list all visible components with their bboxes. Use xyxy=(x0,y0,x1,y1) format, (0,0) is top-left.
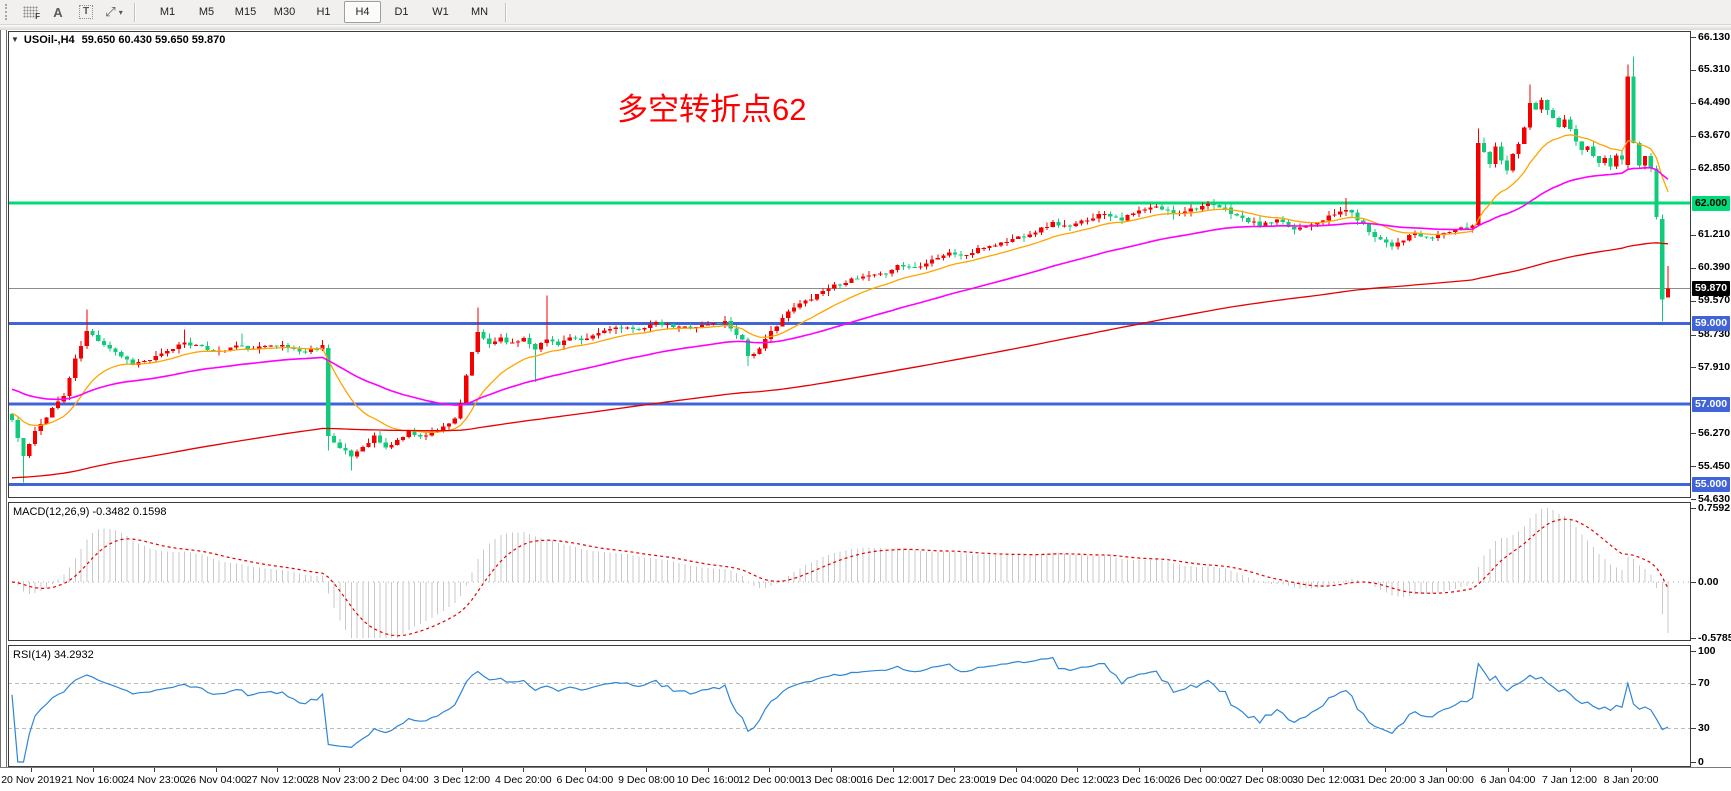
timeframe-button-M5[interactable]: M5 xyxy=(198,6,215,18)
symbol-ohlc-values: 59.650 60.430 59.650 59.870 xyxy=(81,34,226,46)
timeframe-button-D1[interactable]: D1 xyxy=(394,6,409,18)
timeframe-button-M15[interactable]: M15 xyxy=(234,6,257,18)
toolbar-grip[interactable] xyxy=(5,4,12,20)
fibo-grid-icon xyxy=(22,6,38,18)
left-window-border xyxy=(0,30,7,791)
arrows-tool-button[interactable]: ⤢ ▾ xyxy=(101,1,127,23)
timeframe-button-H1[interactable]: H1 xyxy=(316,6,331,18)
text-label-tool-button[interactable]: A xyxy=(45,1,71,23)
time-axis[interactable] xyxy=(0,767,1731,791)
symbol-name: USOil-,H4 xyxy=(23,34,75,46)
text-tool-button[interactable]: T xyxy=(73,1,99,23)
text-label-icon: A xyxy=(53,4,63,20)
chevron-down-icon: ▾ xyxy=(118,7,123,17)
rsi-indicator-label: RSI(14) 34.2932 xyxy=(13,649,94,661)
fibo-grid-letter: F xyxy=(35,12,40,21)
toolbar-separator xyxy=(505,2,507,22)
rsi-panel-plot[interactable] xyxy=(8,645,1691,767)
timeframe-button-W1[interactable]: W1 xyxy=(432,6,449,18)
toolbar: F A T ⤢ ▾ M1 M5 M15 M30 H1 H4 D1 W1 MN xyxy=(0,0,1731,25)
timeframe-button-M1[interactable]: M1 xyxy=(159,6,176,18)
chart-background xyxy=(0,30,1731,791)
fibo-grid-tool-button[interactable]: F xyxy=(17,1,43,23)
chart-text-annotation: 多空转折点62 xyxy=(617,92,807,127)
timeframe-button-M30[interactable]: M30 xyxy=(273,6,296,18)
timeframe-button-MN[interactable]: MN xyxy=(470,6,489,18)
macd-panel-plot[interactable] xyxy=(8,502,1691,641)
main-chart-plot[interactable] xyxy=(8,31,1691,498)
symbol-collapse-icon[interactable]: ▼ xyxy=(11,35,19,44)
chart-title: ▼ USOil-,H4 59.650 60.430 59.650 59.870 xyxy=(11,34,225,46)
toolbar-separator xyxy=(134,2,136,22)
text-tool-icon: T xyxy=(78,5,94,19)
macd-indicator-label: MACD(12,26,9) -0.3482 0.1598 xyxy=(13,506,167,518)
arrows-icon: ⤢ xyxy=(105,4,116,19)
timeframe-button-H4[interactable]: H4 xyxy=(344,1,381,23)
timeframe-group: M1 M5 M15 M30 H1 H4 D1 W1 MN xyxy=(148,1,499,23)
price-axis[interactable] xyxy=(1692,31,1731,767)
